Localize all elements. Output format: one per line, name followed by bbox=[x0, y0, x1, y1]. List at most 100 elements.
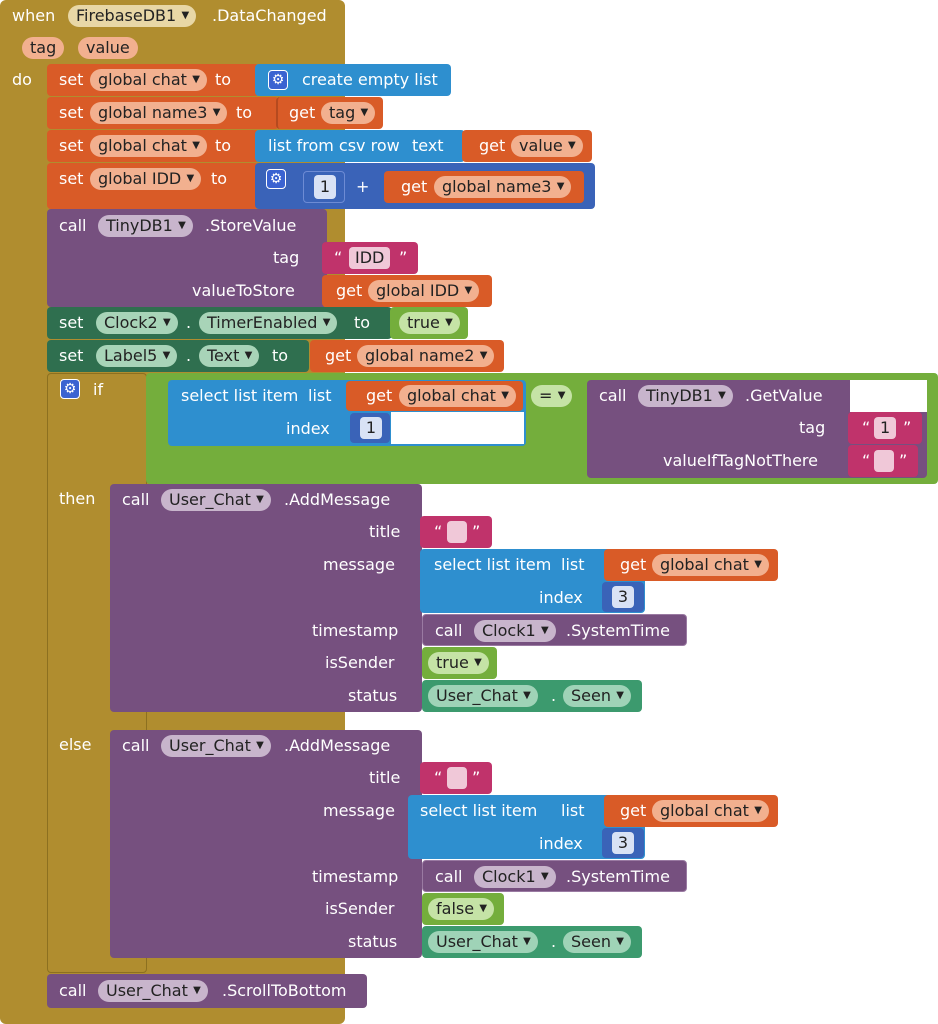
index-label: index bbox=[539, 588, 583, 607]
chevron-down-icon: ▼ bbox=[557, 390, 566, 401]
get-var-dropdown[interactable]: global chat ▼ bbox=[652, 800, 769, 822]
method-label: .AddMessage bbox=[284, 736, 391, 755]
to-label: to bbox=[236, 103, 253, 122]
get-var-dropdown[interactable]: global chat ▼ bbox=[652, 554, 769, 576]
boolean-dropdown[interactable]: false ▼ bbox=[428, 898, 495, 920]
call-label: call bbox=[59, 216, 87, 235]
then-addmessage-block[interactable] bbox=[110, 484, 422, 712]
number-field[interactable]: 1 bbox=[314, 175, 336, 199]
list-from-csv-row-block[interactable] bbox=[255, 130, 465, 162]
issender-label: isSender bbox=[325, 653, 395, 672]
to-label: to bbox=[211, 169, 228, 188]
call-label: call bbox=[435, 621, 463, 640]
set-label5-text-block[interactable] bbox=[47, 340, 309, 372]
chevron-down-icon: ▼ bbox=[556, 181, 565, 192]
param-tag[interactable]: tag bbox=[22, 37, 65, 59]
text-field[interactable] bbox=[447, 767, 467, 789]
get-label: get bbox=[366, 386, 393, 405]
chevron-down-icon: ▼ bbox=[474, 657, 482, 668]
call-label: call bbox=[59, 981, 87, 1000]
call-label: call bbox=[122, 490, 150, 509]
chevron-down-icon: ▼ bbox=[186, 173, 195, 184]
boolean-dropdown[interactable]: true ▼ bbox=[428, 652, 489, 674]
property-dropdown[interactable]: Seen ▼ bbox=[563, 685, 631, 707]
get-var-dropdown[interactable]: global IDD ▼ bbox=[368, 280, 480, 302]
property-dropdown[interactable]: Seen ▼ bbox=[563, 931, 631, 953]
get-var-dropdown[interactable]: global name2 ▼ bbox=[357, 345, 495, 367]
status-label: status bbox=[348, 686, 398, 705]
chevron-down-icon: ▼ bbox=[464, 285, 473, 296]
component-dropdown[interactable]: User_Chat ▼ bbox=[428, 931, 538, 953]
component-dropdown[interactable]: User_Chat ▼ bbox=[161, 489, 271, 511]
get-var-dropdown[interactable]: tag ▼ bbox=[321, 102, 376, 124]
get-var-dropdown[interactable]: global name3 ▼ bbox=[434, 176, 572, 198]
status-label: status bbox=[348, 932, 398, 951]
text-field[interactable]: IDD bbox=[349, 247, 391, 269]
then-label: then bbox=[59, 489, 96, 508]
property-dropdown[interactable]: Text ▼ bbox=[199, 345, 260, 367]
chevron-down-icon: ▼ bbox=[178, 220, 186, 231]
set-label: set bbox=[59, 169, 84, 188]
var-dropdown[interactable]: global chat ▼ bbox=[90, 135, 207, 157]
var-dropdown[interactable]: global name3 ▼ bbox=[90, 102, 228, 124]
get-var-dropdown[interactable]: value ▼ bbox=[511, 135, 583, 157]
chevron-down-icon: ▼ bbox=[754, 805, 762, 816]
component-dropdown[interactable]: Clock1 ▼ bbox=[474, 620, 556, 642]
chevron-down-icon: ▼ bbox=[162, 350, 171, 361]
property-dropdown[interactable]: TimerEnabled ▼ bbox=[199, 312, 338, 334]
chevron-down-icon: ▼ bbox=[616, 690, 624, 701]
message-label: message bbox=[323, 801, 395, 820]
text-field[interactable] bbox=[447, 521, 467, 543]
gear-icon[interactable]: ⚙ bbox=[60, 379, 80, 399]
chevron-down-icon: ▼ bbox=[162, 317, 171, 328]
text-field[interactable]: 1 bbox=[874, 417, 897, 439]
method-label: .ScrollToBottom bbox=[222, 981, 347, 1000]
gear-icon[interactable]: ⚙ bbox=[266, 169, 286, 189]
gear-icon[interactable]: ⚙ bbox=[268, 70, 288, 90]
chevron-down-icon: ▼ bbox=[479, 350, 488, 361]
component-dropdown[interactable]: User_Chat ▼ bbox=[98, 980, 208, 1002]
number-field[interactable]: 3 bbox=[612, 832, 634, 854]
number-field[interactable]: 1 bbox=[360, 417, 382, 439]
compare-operator-dropdown[interactable]: = ▼ bbox=[531, 385, 573, 407]
if-label: if bbox=[93, 380, 104, 399]
set-label: set bbox=[59, 313, 84, 332]
component-dropdown[interactable]: FirebaseDB1 ▼ bbox=[68, 5, 197, 27]
component-dropdown[interactable]: TinyDB1 ▼ bbox=[98, 215, 193, 237]
chevron-down-icon: ▼ bbox=[754, 559, 762, 570]
boolean-dropdown[interactable]: true ▼ bbox=[399, 312, 460, 334]
issender-label: isSender bbox=[325, 899, 395, 918]
chevron-down-icon: ▼ bbox=[192, 140, 200, 151]
index-label: index bbox=[539, 834, 583, 853]
event-name: .DataChanged bbox=[212, 6, 327, 25]
param-value[interactable]: value bbox=[78, 37, 138, 59]
chevron-down-icon: ▼ bbox=[445, 317, 453, 328]
get-var-dropdown[interactable]: global chat ▼ bbox=[399, 385, 516, 407]
text-field[interactable] bbox=[874, 450, 894, 472]
component-dropdown[interactable]: Clock1 ▼ bbox=[474, 866, 556, 888]
number-field[interactable]: 3 bbox=[612, 586, 634, 608]
open-quote: “ bbox=[434, 768, 443, 787]
component-dropdown[interactable]: Clock2 ▼ bbox=[96, 312, 178, 334]
chevron-down-icon: ▼ bbox=[212, 107, 221, 118]
get-label: get bbox=[620, 555, 647, 574]
call-label: call bbox=[435, 867, 463, 886]
else-addmessage-block[interactable] bbox=[110, 730, 422, 958]
var-dropdown[interactable]: global IDD ▼ bbox=[90, 168, 202, 190]
slot-empty bbox=[391, 412, 524, 444]
chevron-down-icon: ▼ bbox=[181, 10, 190, 21]
chevron-down-icon: ▼ bbox=[256, 494, 264, 505]
select-list-item-label: select list item bbox=[434, 555, 552, 574]
chevron-down-icon: ▼ bbox=[523, 936, 531, 947]
timestamp-label: timestamp bbox=[312, 867, 399, 886]
to-label: to bbox=[272, 346, 289, 365]
chevron-down-icon: ▼ bbox=[540, 871, 549, 882]
component-dropdown[interactable]: User_Chat ▼ bbox=[161, 735, 271, 757]
component-dropdown[interactable]: TinyDB1 ▼ bbox=[638, 385, 733, 407]
component-dropdown[interactable]: User_Chat ▼ bbox=[428, 685, 538, 707]
tag-arg-label: tag bbox=[799, 418, 826, 437]
dot-label: . bbox=[551, 932, 557, 951]
component-dropdown[interactable]: Label5 ▼ bbox=[96, 345, 178, 367]
method-label: .StoreValue bbox=[205, 216, 297, 235]
var-dropdown[interactable]: global chat ▼ bbox=[90, 69, 207, 91]
